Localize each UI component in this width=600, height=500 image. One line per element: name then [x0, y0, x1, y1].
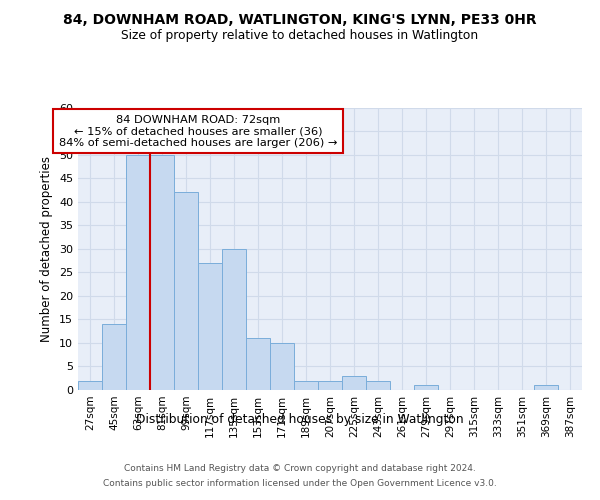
Bar	[318, 380, 342, 390]
Bar	[342, 376, 366, 390]
Bar	[126, 154, 150, 390]
Text: Distribution of detached houses by size in Watlington: Distribution of detached houses by size …	[136, 412, 464, 426]
Bar	[294, 380, 318, 390]
Bar	[102, 324, 126, 390]
Text: 84, DOWNHAM ROAD, WATLINGTON, KING'S LYNN, PE33 0HR: 84, DOWNHAM ROAD, WATLINGTON, KING'S LYN…	[63, 12, 537, 26]
Bar	[150, 154, 174, 390]
Bar	[366, 380, 390, 390]
Y-axis label: Number of detached properties: Number of detached properties	[40, 156, 53, 342]
Bar	[198, 263, 222, 390]
Bar	[246, 338, 270, 390]
Bar	[174, 192, 198, 390]
Text: Size of property relative to detached houses in Watlington: Size of property relative to detached ho…	[121, 29, 479, 42]
Bar	[78, 380, 102, 390]
Bar	[222, 249, 246, 390]
Bar	[270, 343, 294, 390]
Text: Contains HM Land Registry data © Crown copyright and database right 2024.: Contains HM Land Registry data © Crown c…	[124, 464, 476, 473]
Text: 84 DOWNHAM ROAD: 72sqm
← 15% of detached houses are smaller (36)
84% of semi-det: 84 DOWNHAM ROAD: 72sqm ← 15% of detached…	[59, 114, 337, 148]
Bar	[534, 386, 558, 390]
Text: Contains public sector information licensed under the Open Government Licence v3: Contains public sector information licen…	[103, 479, 497, 488]
Bar	[414, 386, 438, 390]
